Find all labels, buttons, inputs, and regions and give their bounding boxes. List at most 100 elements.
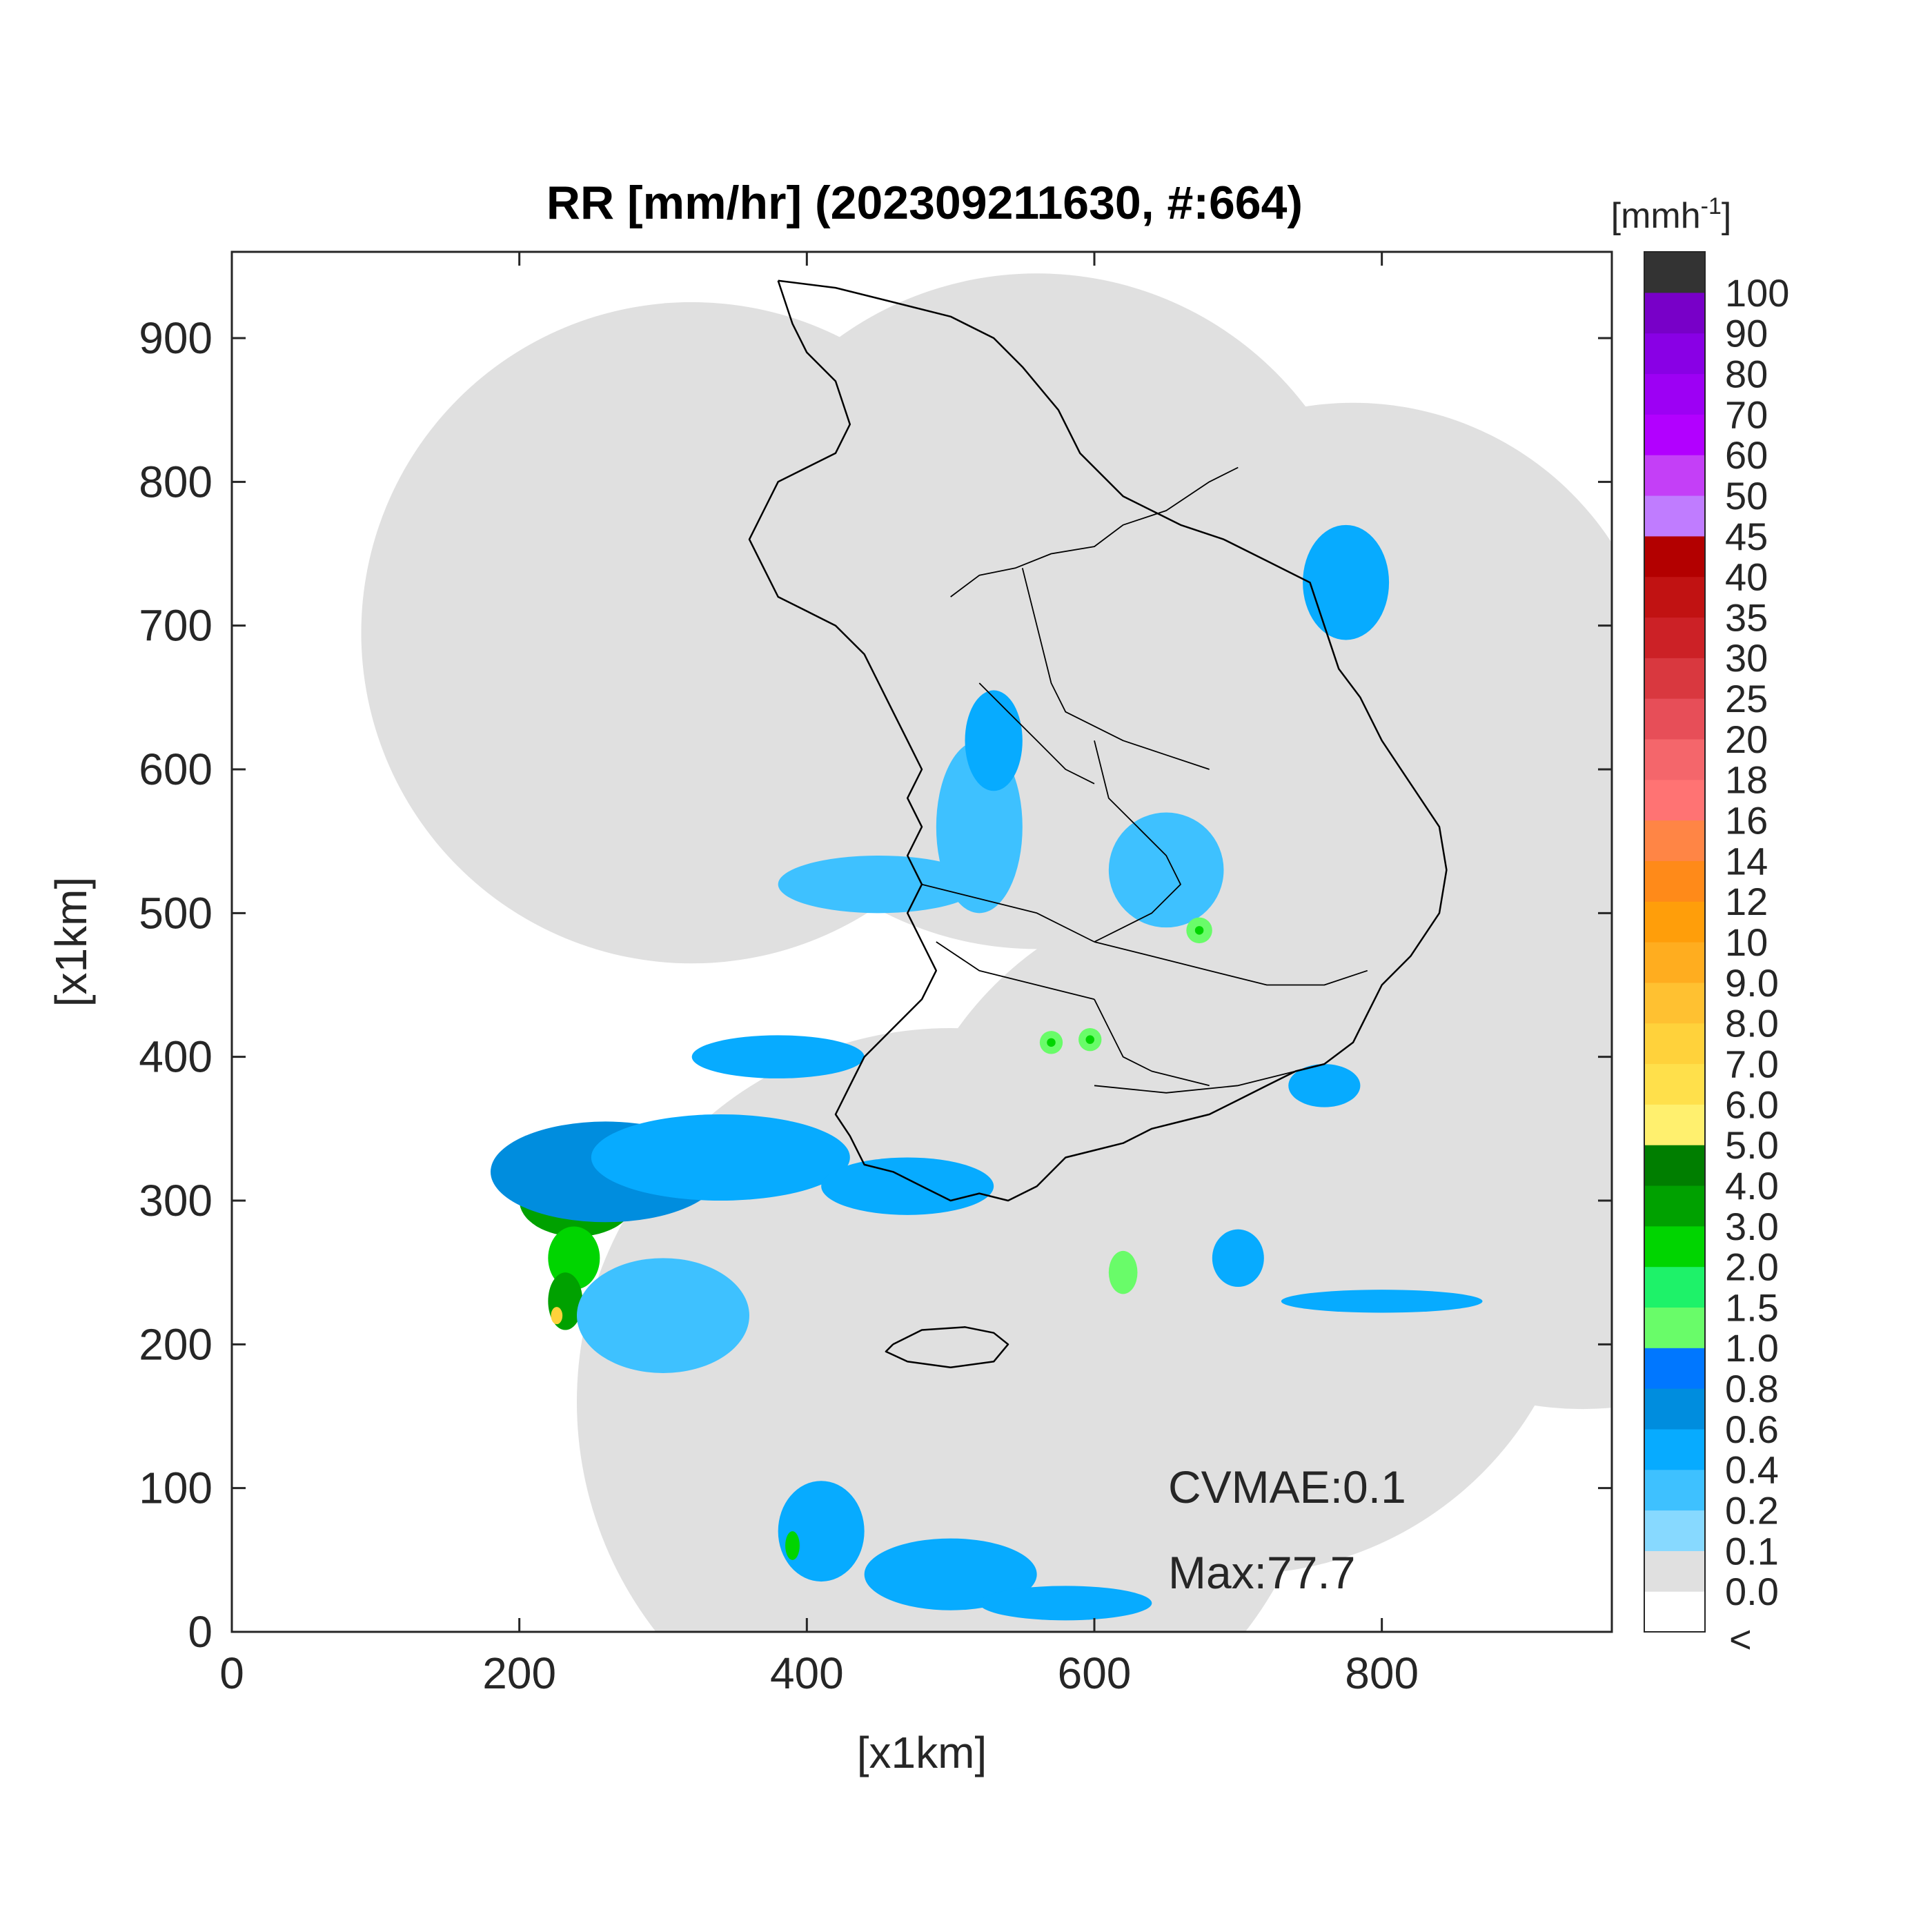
precip-cell xyxy=(1303,524,1390,640)
colorbar-tick-label: 0.8 xyxy=(1725,1367,1779,1410)
radar-coverage-disk xyxy=(893,884,1584,1575)
precip-cell xyxy=(1212,1229,1264,1288)
colorbar-tick-label: 50 xyxy=(1725,474,1768,518)
precip-cell xyxy=(821,1157,994,1215)
x-axis-ticks: 0 200 400 600 800 xyxy=(219,252,1419,1698)
colorbar-tick-label: 16 xyxy=(1725,799,1768,842)
y-tick-label: 700 xyxy=(139,601,213,651)
colorbar-tick-label: 45 xyxy=(1725,515,1768,558)
x-tick-label: 600 xyxy=(1058,1648,1132,1698)
y-tick-label: 500 xyxy=(139,888,213,938)
colorbar-tick-label: 60 xyxy=(1725,433,1768,477)
colorbar-frame xyxy=(1644,251,1706,1633)
y-tick-label: 900 xyxy=(139,313,213,363)
colorbar-swatch xyxy=(1644,414,1705,455)
colorbar-swatch xyxy=(1644,1348,1705,1389)
x-axis-label: [x1km] xyxy=(857,1728,987,1777)
colorbar-swatch xyxy=(1644,901,1705,943)
precip-cell xyxy=(778,1481,865,1582)
admin-border xyxy=(1094,941,1368,986)
coastline-and-borders xyxy=(748,279,1448,1368)
colorbar-swatch xyxy=(1644,1510,1705,1551)
precip-cell xyxy=(1281,1290,1483,1313)
axes-frame xyxy=(230,250,1613,1633)
colorbar-tick-label: 0.4 xyxy=(1725,1448,1779,1492)
colorbar-tick-label: 70 xyxy=(1725,393,1768,436)
x-tick-label: 0 xyxy=(219,1648,244,1698)
admin-border xyxy=(1094,1070,1296,1094)
colorbar-tick-label: 100 xyxy=(1725,271,1789,315)
colorbar-swatch xyxy=(1644,1063,1705,1105)
colorbar-tick-label: 9.0 xyxy=(1725,961,1779,1005)
colorbar-under-label: < xyxy=(1729,1617,1752,1661)
y-axis-ticks: 0 100 200 300 400 500 600 700 800 900 xyxy=(139,313,1612,1657)
precip-cell xyxy=(1108,1250,1138,1294)
admin-border xyxy=(978,682,1095,785)
colorbar-swatch xyxy=(1644,495,1705,537)
colorbar-tick-label: 4.0 xyxy=(1725,1164,1779,1208)
y-tick-label: 600 xyxy=(139,745,213,794)
precip-cell xyxy=(691,1035,865,1078)
precip-cell xyxy=(778,856,980,914)
colorbar-swatch xyxy=(1644,1428,1705,1470)
colorbar-unit-label: [mmh-1] xyxy=(1611,193,1732,236)
colorbar-tick-label: 6.0 xyxy=(1725,1083,1779,1126)
precip-cell xyxy=(864,1538,1037,1610)
colorbar-tick-label: 25 xyxy=(1725,677,1768,720)
y-tick-label: 400 xyxy=(139,1032,213,1082)
coastline xyxy=(748,279,1448,1202)
colorbar-swatch xyxy=(1644,779,1705,821)
colorbar: [mmh-1] 0.00.10.20.40.60.81.01.52.03.04.… xyxy=(1611,193,1790,1661)
x-tick-label: 400 xyxy=(770,1648,844,1698)
colorbar-swatch xyxy=(1644,576,1705,618)
colorbar-swatch xyxy=(1644,1104,1705,1145)
colorbar-swatch xyxy=(1644,1307,1705,1348)
colorbar-swatch xyxy=(1644,1185,1705,1227)
colorbar-tick-label: 20 xyxy=(1725,718,1768,761)
admin-border xyxy=(1094,998,1210,1087)
colorbar-swatch xyxy=(1644,1145,1705,1186)
colorbar-tick-label: 12 xyxy=(1725,880,1768,923)
colorbar-tick-label: 3.0 xyxy=(1725,1205,1779,1248)
colorbar-tick-labels: 0.00.10.20.40.60.81.01.52.03.04.05.06.07… xyxy=(1725,271,1789,1613)
colorbar-tick-label: 80 xyxy=(1725,352,1768,395)
precip-cell xyxy=(591,1114,850,1201)
colorbar-tick-label: 1.0 xyxy=(1725,1326,1779,1370)
colorbar-tick-label: 30 xyxy=(1725,636,1768,680)
colorbar-swatch xyxy=(1644,982,1705,1024)
colorbar-swatch xyxy=(1644,1225,1705,1268)
colorbar-swatch xyxy=(1644,535,1705,578)
colorbar-swatch xyxy=(1644,658,1705,699)
colorbar-tick-label: 0.0 xyxy=(1725,1570,1779,1613)
colorbar-swatch xyxy=(1644,942,1705,983)
precip-cell xyxy=(979,1586,1152,1621)
plot-title: RR [mm/hr] (202309211630, #:664) xyxy=(546,177,1303,229)
colorbar-tick-label: 2.0 xyxy=(1725,1245,1779,1289)
precip-cell xyxy=(785,1531,800,1560)
colorbar-swatch xyxy=(1644,860,1705,902)
colorbar-swatch xyxy=(1644,738,1705,780)
colorbar-swatch xyxy=(1644,252,1705,293)
precip-cell xyxy=(965,690,1023,791)
colorbar-swatch xyxy=(1644,333,1705,375)
colorbar-tick-label: 1.5 xyxy=(1725,1285,1779,1329)
y-axis-label: [x1km] xyxy=(46,877,96,1007)
precip-cell xyxy=(551,1307,563,1325)
map-area xyxy=(230,250,1613,1633)
admin-border xyxy=(1094,740,1181,943)
colorbar-tick-label: 0.1 xyxy=(1725,1529,1779,1573)
colorbar-swatch xyxy=(1644,1591,1705,1633)
y-tick-label: 200 xyxy=(139,1319,213,1369)
colorbar-tick-label: 40 xyxy=(1725,555,1768,599)
colorbar-tick-label: 0.6 xyxy=(1725,1408,1779,1451)
colorbar-tick-label: 18 xyxy=(1725,758,1768,802)
colorbar-swatch xyxy=(1644,698,1705,740)
colorbar-swatch xyxy=(1644,1469,1705,1511)
admin-border xyxy=(950,466,1239,598)
coastline xyxy=(885,1326,1009,1368)
colorbar-swatch xyxy=(1644,292,1705,334)
precip-cell xyxy=(577,1258,749,1373)
precipitation-field xyxy=(491,524,1483,1621)
max-annotation: Max:77.7 xyxy=(1168,1547,1355,1598)
precip-cell xyxy=(1108,812,1224,928)
